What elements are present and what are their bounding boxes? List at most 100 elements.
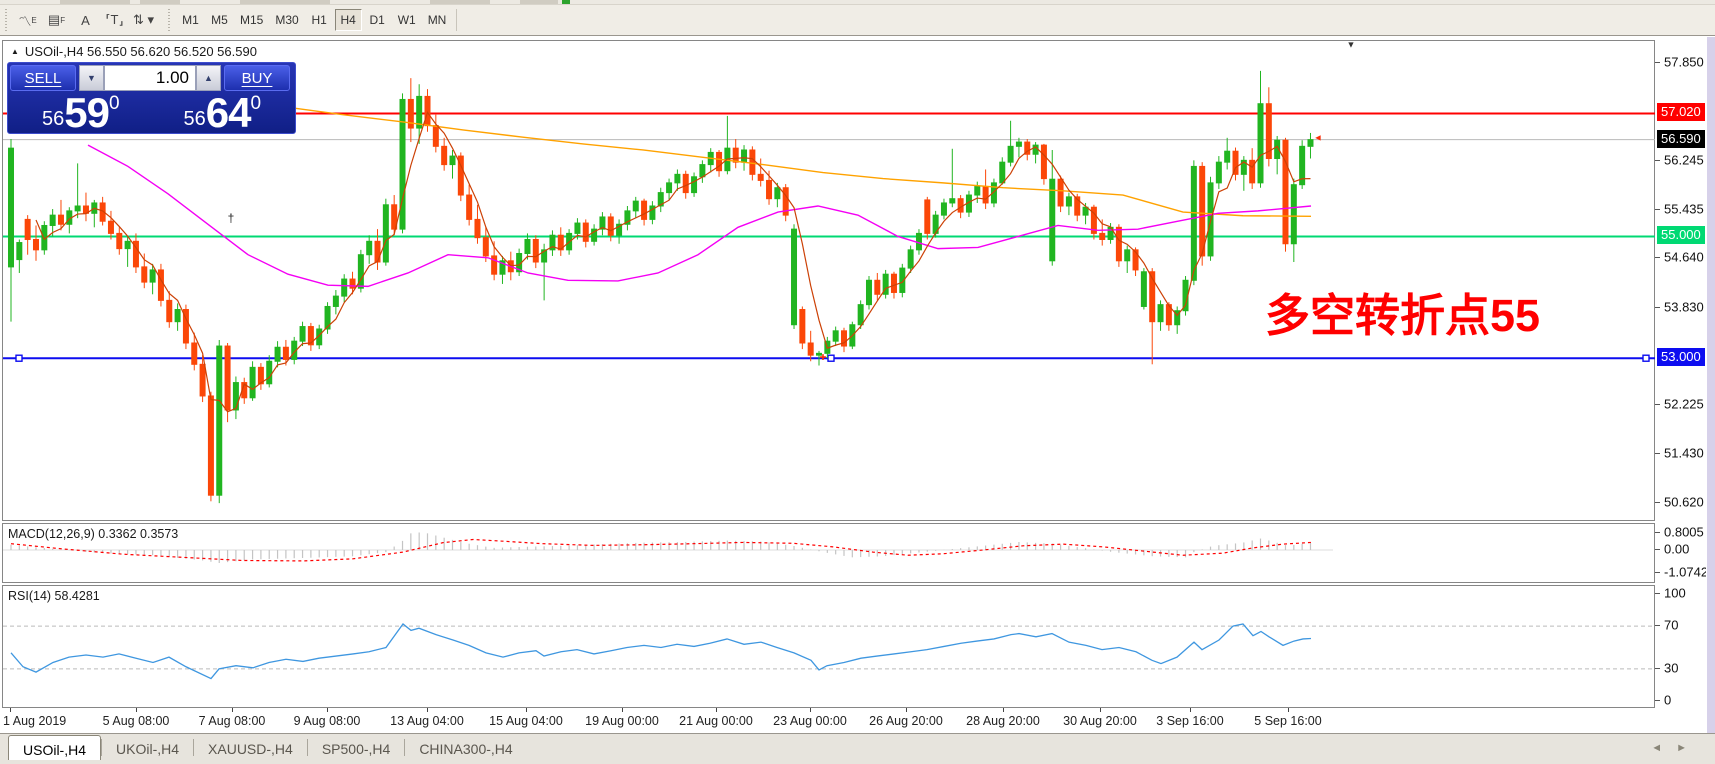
candle-body — [974, 186, 981, 196]
timeframe-drag-handle[interactable] — [166, 9, 173, 31]
macd-axis-0.8005-tick — [1655, 532, 1660, 534]
candle-body — [1282, 139, 1289, 245]
chart-window: † ✚ ◄ ▼ ▲ USOil-,H4 56.550 56.620 56.520 56… — [0, 37, 1715, 764]
price-label-57.850-tick — [1655, 61, 1660, 63]
candle-body — [457, 155, 464, 196]
timeframe-button-d1[interactable]: D1 — [369, 13, 385, 27]
candle-body — [182, 309, 189, 344]
candle-body — [1140, 271, 1147, 307]
buy-button[interactable]: BUY — [224, 65, 290, 91]
candle-body — [232, 382, 239, 411]
candle-body — [574, 222, 581, 234]
price-axis[interactable]: 57.850 56.245 55.435 54.640 53.830 52.225 51.4… — [1655, 37, 1708, 764]
candle-body — [699, 164, 706, 178]
candle-body — [374, 240, 381, 263]
candle-body — [591, 228, 598, 242]
volume-decrease-button[interactable]: ▼ — [79, 65, 104, 91]
timeframe-button-w1[interactable]: W1 — [397, 13, 416, 27]
text-box-icon[interactable]: ⸢T⸥ — [105, 12, 124, 27]
candle-body — [857, 304, 864, 326]
tab-scroll-arrows[interactable]: ◄► — [1651, 742, 1701, 754]
toolbar-drag-handle[interactable] — [3, 9, 10, 31]
candle-body — [74, 205, 81, 212]
rsi-axis-100-tick — [1655, 593, 1660, 594]
candle-body — [1090, 206, 1097, 234]
timeframe-button-h4[interactable]: H4 — [334, 9, 362, 31]
timeframe-button-m1[interactable]: M1 — [182, 13, 199, 27]
price-label-55.435-tick — [1655, 208, 1660, 210]
date-label-12: 30 Aug 20:00 — [1063, 714, 1137, 728]
candle-body — [874, 279, 881, 295]
candle-body — [607, 216, 614, 236]
candle-body — [657, 192, 664, 207]
candle-body — [449, 155, 456, 166]
price-label-52.225-tick — [1655, 404, 1660, 406]
candle-body — [49, 214, 56, 226]
candle-body — [1174, 310, 1181, 326]
tab-usoil-h4[interactable]: USOil-,H4 — [8, 735, 102, 760]
cross-marker-1: † — [228, 211, 235, 225]
time-axis[interactable]: 1 Aug 2019 5 Aug 08:00 7 Aug 08:00 9 Aug 08… — [2, 708, 1655, 733]
tab-xauusd-h4[interactable]: XAUUSD-,H4 — [208, 741, 293, 757]
candle-body — [191, 342, 198, 365]
price-label-54.640-tick — [1655, 257, 1660, 259]
buy-price[interactable]: 56 64 0 — [152, 92, 294, 134]
macd-panel[interactable]: MACD(12,26,9) 0.3362 0.3573 — [2, 523, 1655, 583]
timeframe-button-m30[interactable]: M30 — [275, 13, 299, 27]
grid-icon[interactable]: ▤ F — [47, 12, 66, 27]
candle-body — [532, 238, 539, 263]
vertical-scrollbar[interactable] — [1706, 37, 1715, 764]
chart-annotation-text[interactable]: 多空转折点55 — [1265, 290, 1541, 341]
ma-medium-magenta — [87, 144, 1312, 288]
candle-body — [466, 194, 473, 220]
candle-body — [407, 98, 414, 129]
candle-body — [1249, 159, 1256, 184]
clipped-button-fragment — [140, 0, 180, 4]
candle-body — [174, 309, 181, 323]
collapse-icon[interactable]: ▲ — [11, 47, 19, 56]
price-badge-57.020: 57.020 — [1657, 103, 1705, 122]
candle-body — [865, 279, 872, 306]
arrange-arrows-icon[interactable]: ⇅ ▾ — [132, 12, 155, 27]
macd-signal-line — [10, 538, 1312, 562]
volume-input[interactable] — [104, 65, 196, 91]
timeframe-button-m15[interactable]: M15 — [240, 13, 264, 27]
date-label-4: 9 Aug 08:00 — [293, 714, 361, 728]
support-line-handle[interactable] — [15, 354, 23, 362]
date-label-13: 3 Sep 16:00 — [1156, 714, 1224, 728]
tab-china300-h4[interactable]: CHINA300-,H4 — [419, 741, 513, 757]
tab-ukoil-h4[interactable]: UKOil-,H4 — [116, 741, 180, 757]
tab-sp500-h4[interactable]: SP500-,H4 — [321, 741, 391, 757]
price-label-51.430-tick — [1655, 452, 1660, 454]
sell-button[interactable]: SELL — [10, 65, 76, 91]
candle-body — [366, 240, 373, 256]
timeframe-button-mn[interactable]: MN — [427, 13, 447, 27]
candle-body — [1224, 150, 1231, 163]
price-label-50.620: 50.620 — [1664, 494, 1704, 510]
candle-body — [1265, 103, 1272, 160]
timeframe-button-h1[interactable]: H1 — [311, 13, 327, 27]
support-line-handle[interactable] — [827, 354, 835, 362]
candle-body — [107, 220, 114, 234]
main-chart-panel[interactable]: † ✚ ◄ ▼ ▲ USOil-,H4 56.550 56.620 56.520 56… — [2, 39, 1656, 521]
tab-separator — [193, 739, 195, 756]
rsi-axis-70-tick — [1655, 625, 1660, 627]
drawing-tools-group: 〽 E ▤ F A ⸢T⸥ ⇅ ▾ — [13, 8, 158, 32]
date-label-1: 1 Aug 2019 — [3, 714, 67, 728]
date-tick-mark — [136, 708, 137, 712]
candle-body — [274, 346, 281, 362]
support-line-handle[interactable] — [1642, 354, 1650, 362]
candle-body — [799, 309, 806, 344]
candle-body — [224, 345, 231, 411]
rsi-panel[interactable]: RSI(14) 58.4281 — [2, 585, 1656, 708]
candle-body — [599, 216, 606, 230]
volume-increase-button[interactable]: ▲ — [196, 65, 221, 91]
text-label-icon[interactable]: A — [81, 12, 90, 28]
chart-shift-icon[interactable]: 〽 E — [18, 13, 37, 29]
date-tick-mark — [327, 708, 328, 712]
price-badge-56.590: 56.590 — [1657, 129, 1705, 148]
timeframe-button-m5[interactable]: M5 — [211, 13, 228, 27]
sell-price[interactable]: 56 59 0 — [10, 92, 152, 134]
ma-slow-orange — [287, 106, 1312, 218]
candle-body — [1274, 139, 1281, 160]
